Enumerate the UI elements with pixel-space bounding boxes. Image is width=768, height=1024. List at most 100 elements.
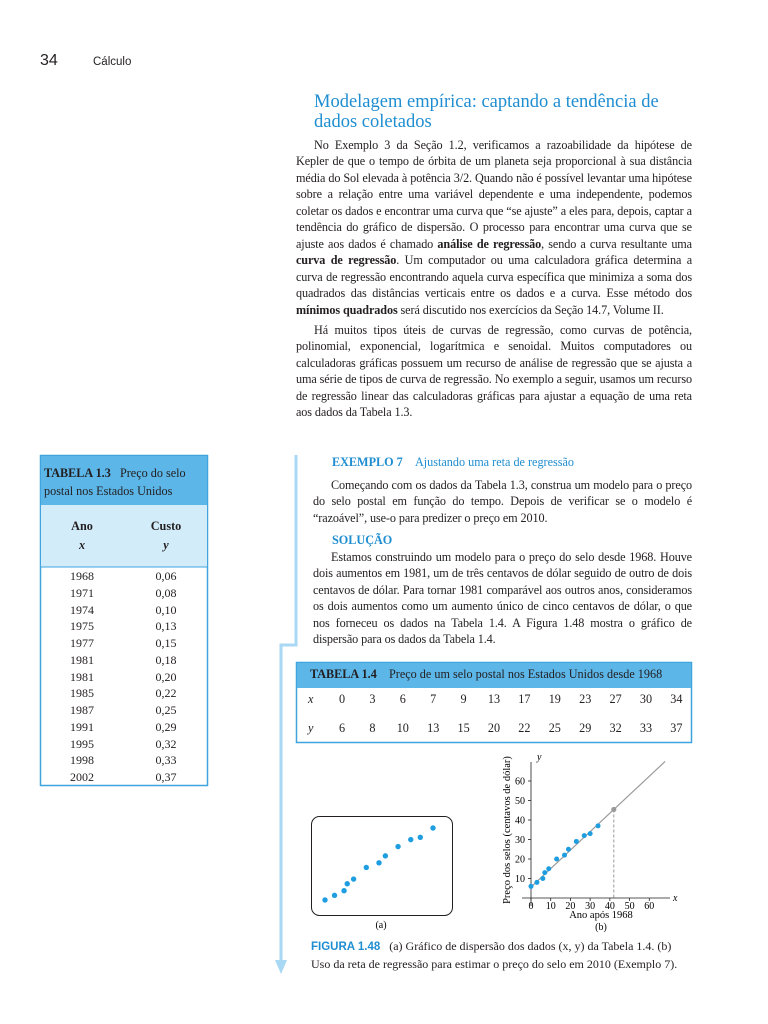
- x-tick-label: 10: [546, 901, 556, 912]
- bold-term: análise de regressão: [437, 236, 542, 251]
- data-point: [542, 870, 548, 876]
- table-cell: 1995: [70, 736, 94, 751]
- table-cell: 0,20: [155, 669, 177, 684]
- data-point: [395, 843, 401, 850]
- y-tick-label: 20: [515, 855, 525, 866]
- table-cell: 15: [457, 721, 470, 735]
- table-header-bg: [297, 663, 691, 688]
- column-header: Ano: [71, 519, 93, 533]
- table-cell: 25: [548, 721, 561, 735]
- table-cell: 7: [430, 692, 437, 706]
- page-number: 34: [40, 52, 58, 69]
- x-axis-letter: x: [672, 893, 678, 904]
- panel-frame: [311, 816, 453, 916]
- table-title: Preço do selo postal nos Estados Unidos: [44, 466, 186, 498]
- figure-label: FIGURA 1.48: [311, 941, 381, 953]
- table-cell: 1987: [70, 703, 94, 717]
- table-cell: 20: [487, 721, 501, 735]
- table-cell: 29: [579, 721, 592, 735]
- data-point: [581, 833, 587, 839]
- y-axis-letter: y: [536, 752, 542, 763]
- figure-caption: FIGURA 1.48 (a) Gráfico de dispersão dos…: [311, 938, 691, 973]
- y-tick-label: 60: [515, 777, 525, 788]
- data-point: [562, 852, 568, 858]
- panel-label: (a): [375, 920, 386, 931]
- data-point: [363, 864, 369, 871]
- table-cell: 0,18: [155, 652, 177, 667]
- table-cell: 32: [609, 721, 622, 735]
- data-point: [376, 860, 382, 866]
- table-caption: TABELA 1.4 Preço de um selo postal nos E…: [310, 667, 662, 682]
- data-point: [565, 846, 571, 852]
- data-point: [341, 888, 347, 894]
- table-cell: 27: [609, 692, 622, 706]
- x-tick-label: 20: [565, 901, 575, 912]
- table-cell: 0,32: [155, 736, 177, 751]
- x-tick-label: 60: [644, 901, 654, 912]
- table-cell: 0,10: [155, 602, 177, 617]
- table-cell: 1998: [70, 753, 94, 768]
- data-point: [595, 823, 601, 829]
- table-caption: TABELA 1.3 Preço do selo postal nos Esta…: [44, 464, 204, 500]
- data-point: [540, 876, 546, 881]
- data-point: [408, 836, 414, 843]
- table-subheader-bg: [41, 505, 207, 567]
- table-cell: 1977: [70, 636, 94, 650]
- table-cell: 0,22: [155, 686, 177, 701]
- figure-caption-text: (a) Gráfico de dispersão dos dados (x, y…: [311, 939, 678, 971]
- example-arrow: [279, 455, 298, 962]
- y-tick-label: 10: [515, 874, 525, 885]
- text-run: , sendo a curva resultante uma: [541, 236, 692, 251]
- table-cell: 6: [399, 692, 406, 706]
- table-cell: 0,29: [155, 719, 177, 734]
- table-cell: 0: [338, 692, 346, 706]
- table-cell: 33: [639, 721, 653, 735]
- table-cell: 0,13: [155, 619, 177, 634]
- table-cell: 19: [548, 692, 561, 706]
- x-tick-label: 40: [605, 901, 615, 912]
- data-point: [534, 879, 540, 885]
- table-cell: 2002: [70, 770, 94, 784]
- table-cell: 37: [670, 721, 683, 735]
- table-cell: 0,06: [155, 569, 177, 583]
- table-cell: 34: [670, 692, 683, 706]
- column-header: Custo: [150, 519, 182, 533]
- table-cell: 1975: [70, 619, 94, 634]
- table-cell: 1974: [70, 602, 94, 617]
- table-cell: 9: [460, 692, 467, 706]
- table-cell: 1981: [70, 669, 94, 684]
- data-point: [587, 831, 593, 837]
- row-label: x: [308, 692, 314, 706]
- table-cell: 6: [338, 721, 346, 735]
- row-label: y: [308, 721, 314, 735]
- x-axis-title: Ano após 1968: [569, 910, 633, 921]
- table-label: TABELA 1.3: [44, 466, 111, 480]
- column-variable: x: [78, 538, 86, 552]
- table-header-bg: [41, 456, 207, 505]
- table-cell: 17: [518, 692, 531, 706]
- column-variable: y: [163, 538, 169, 552]
- data-point: [382, 853, 389, 859]
- table-cell: 13: [487, 692, 501, 706]
- data-point: [546, 866, 552, 872]
- example-title: Ajustando uma reta de regressão: [414, 455, 575, 469]
- table-cell: 0,33: [155, 753, 177, 768]
- data-point: [573, 838, 579, 844]
- section-title: Modelagem empírica: captando a tendência…: [314, 92, 659, 132]
- table-cell: 3: [369, 692, 376, 706]
- y-tick-label: 50: [515, 796, 525, 807]
- table-label: TABELA 1.4: [310, 667, 377, 681]
- table-cell: 0,37: [155, 770, 177, 784]
- table-cell: 1981: [70, 652, 94, 667]
- table-cell: 8: [369, 721, 376, 735]
- bold-term: curva de regressão: [296, 253, 397, 268]
- table-cell: 23: [579, 692, 592, 706]
- data-point: [344, 881, 350, 887]
- data-point: [430, 825, 436, 831]
- data-point: [322, 897, 328, 903]
- table-cell: 1971: [70, 585, 94, 600]
- paragraph: Há muitos tipos úteis de curvas de regre…: [296, 322, 692, 421]
- example-label: EXEMPLO 7: [332, 455, 403, 469]
